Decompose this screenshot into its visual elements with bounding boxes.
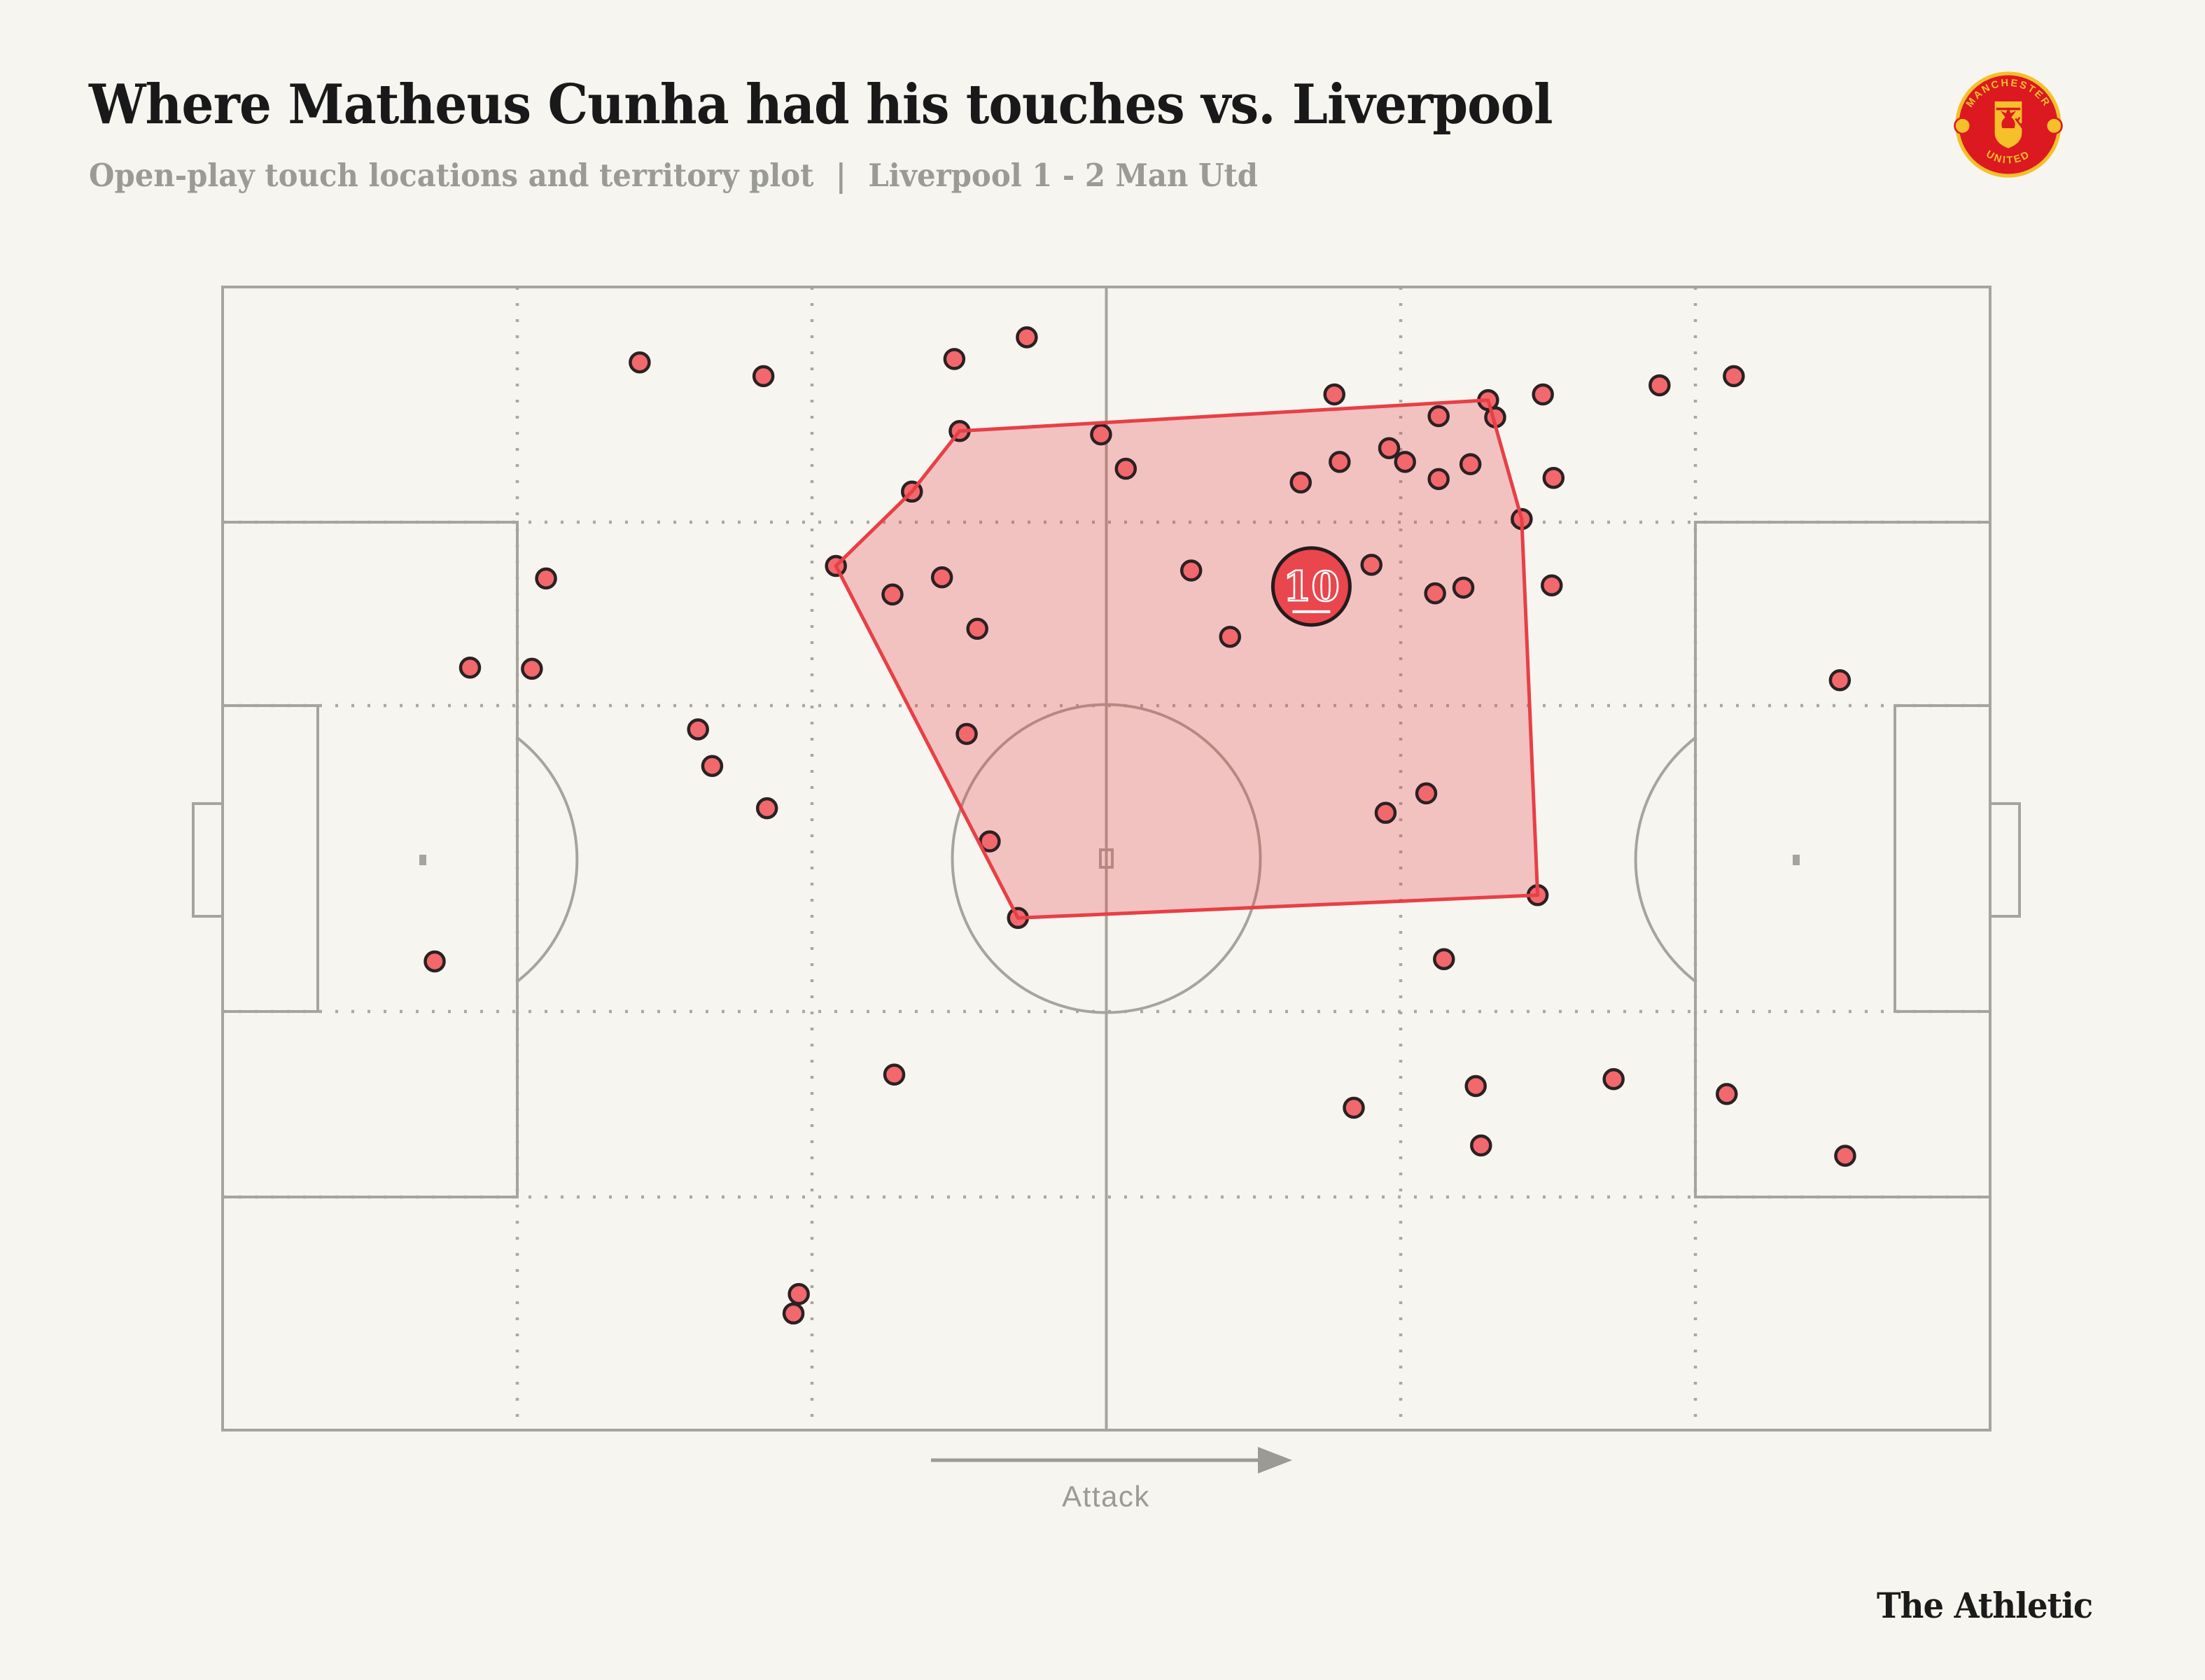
subtitle-divider: |: [835, 157, 847, 194]
club-crest: MANCHESTER UNITED: [1948, 64, 2068, 185]
touch-dot: [1828, 669, 1851, 692]
touch-dot: [629, 351, 651, 374]
penalty-spot-right: [1793, 855, 1800, 865]
penalty-area-right: [1694, 521, 1991, 1198]
touch-dot: [1394, 451, 1416, 473]
touch-dot: [1415, 782, 1438, 805]
touch-dot: [1219, 625, 1241, 648]
subtitle-plot-label: Open-play touch locations and territory …: [89, 157, 814, 194]
crest-trident: [2015, 116, 2024, 129]
touch-dot: [881, 583, 904, 606]
touch-dot: [1433, 948, 1455, 970]
touch-dot: [1542, 466, 1565, 489]
touch-dot: [1180, 559, 1203, 582]
touch-dot: [955, 722, 978, 746]
touch-dot: [1360, 554, 1382, 576]
centre-circle: [951, 703, 1262, 1014]
touch-dot: [930, 566, 953, 589]
touch-dot: [755, 797, 778, 820]
touch-dot: [1114, 457, 1138, 480]
touch-dot: [458, 657, 482, 679]
touch-dot: [1452, 576, 1475, 599]
touch-dot: [1541, 574, 1563, 596]
man-utd-crest-icon: MANCHESTER UNITED: [1954, 71, 2063, 178]
touch-dot: [782, 1302, 805, 1325]
pitch-lines: [192, 286, 2021, 1432]
six-yard-box-right: [1893, 704, 1991, 1013]
penalty-arc-left: [516, 736, 579, 983]
brand-logo: The Athletic: [1877, 1585, 2108, 1626]
touch-dot: [1427, 468, 1450, 491]
touch-dot: [1378, 437, 1401, 460]
touch-dot: [1090, 423, 1112, 446]
attack-direction: Attack: [931, 1447, 1292, 1513]
touch-dot: [1323, 383, 1345, 406]
touch-dot: [1424, 582, 1446, 605]
badge-number: 10: [1283, 563, 1340, 610]
touch-dot: [1834, 1144, 1856, 1167]
penalty-spot-left: [419, 855, 426, 865]
touch-dot: [1464, 1074, 1487, 1098]
touch-dot: [1723, 365, 1745, 388]
touch-dot: [535, 567, 557, 590]
touch-dot: [521, 657, 543, 680]
crest-devil: [2000, 107, 2017, 129]
touch-dot: [1374, 802, 1397, 824]
touch-dot: [966, 617, 988, 640]
touch-dot: [752, 365, 775, 388]
territory-polygon-fill: [836, 400, 1538, 918]
subtitle: Open-play touch locations and territory …: [89, 157, 1346, 194]
touch-dot: [883, 1063, 906, 1086]
touch-dot: [687, 718, 709, 741]
touch-dots-layer: [424, 326, 1856, 1325]
goal-right: [1989, 802, 2021, 918]
touch-dot: [424, 950, 446, 973]
crest-football-right: [2045, 117, 2063, 135]
touch-dot: [1716, 1083, 1738, 1105]
player-number-badge: 10: [1270, 546, 1352, 627]
brand-text: The Athletic: [1876, 1585, 2093, 1626]
touch-dot: [1470, 1134, 1492, 1157]
territory-polygon-outline: [834, 398, 1540, 920]
crest-football-left: [1954, 117, 1972, 135]
centre-mark: [1099, 848, 1114, 869]
goal-left: [192, 802, 224, 918]
touch-dot: [1427, 405, 1450, 428]
touch-dot: [1343, 1096, 1365, 1119]
page-title-text: Where Matheus Cunha had his touches vs. …: [89, 73, 1553, 136]
page-title: Where Matheus Cunha had his touches vs. …: [89, 73, 1662, 136]
touch-dot: [1016, 326, 1038, 349]
penalty-arc-right: [1634, 736, 1697, 983]
touch-dot: [1532, 383, 1554, 406]
touch-dot: [943, 348, 966, 370]
attack-label: Attack: [1062, 1480, 1150, 1513]
touch-dot: [1648, 374, 1671, 397]
badge-circle: [1270, 546, 1352, 627]
touch-dot: [701, 755, 724, 777]
touch-dot: [1329, 451, 1351, 473]
subtitle-score: Liverpool 1 - 2 Man Utd: [868, 157, 1259, 194]
six-yard-box-left: [221, 704, 319, 1013]
attack-arrow-head: [1258, 1447, 1292, 1474]
touch-dot: [1602, 1068, 1625, 1091]
touch-dot: [788, 1282, 810, 1306]
touch-dot: [1289, 471, 1312, 493]
penalty-area-left: [221, 521, 519, 1198]
zone-grid: [223, 287, 1990, 1430]
touch-dot: [1459, 453, 1482, 475]
